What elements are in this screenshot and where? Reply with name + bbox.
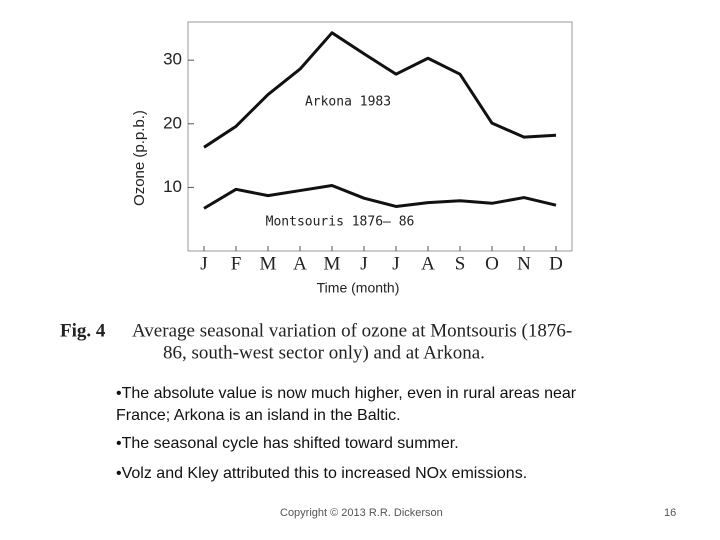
x-axis-label: Time (month) — [317, 280, 400, 296]
chart: Ozone (p.p.b.) Time (month) Fig. 4 Avera… — [60, 21, 573, 363]
x-tick-label: J — [360, 253, 367, 274]
x-tick-label: J — [200, 253, 207, 274]
x-tick-label: F — [231, 253, 242, 274]
x-tick-label: S — [455, 253, 466, 274]
x-tick-label: N — [517, 253, 531, 274]
caption-label: Fig. 4 — [60, 320, 106, 341]
x-tick-label: A — [421, 253, 435, 274]
plot-frame — [187, 21, 573, 252]
y-axis-label: Ozone (p.p.b.) — [131, 110, 148, 206]
y-tick-label: 20 — [163, 113, 182, 132]
bullet: •The seasonal cycle has shifted toward s… — [116, 435, 459, 452]
x-tick-label: O — [485, 253, 499, 274]
series-line — [203, 183, 557, 210]
series-label: Montsouris 1876– 86 — [266, 215, 415, 230]
x-tick-label: J — [392, 253, 399, 274]
x-tick-label: M — [324, 253, 341, 274]
x-tick-label: D — [549, 253, 563, 274]
x-tick-label: A — [293, 253, 307, 274]
caption-line: Average seasonal variation of ozone at M… — [132, 320, 572, 341]
copyright: Copyright © 2013 R.R. Dickerson — [280, 507, 443, 519]
y-tick-label: 30 — [163, 50, 182, 69]
series-label: Arkona 1983 — [305, 95, 391, 110]
page-number: 16 — [664, 507, 677, 519]
series-line — [203, 31, 557, 149]
bullet: •Volz and Kley attributed this to increa… — [116, 465, 528, 482]
y-tick-label: 10 — [163, 177, 182, 196]
caption-line: 86, south-west sector only) and at Arkon… — [163, 342, 485, 363]
x-tick-label: M — [260, 253, 277, 274]
bullet: •The absolute value is now much higher, … — [116, 385, 577, 424]
